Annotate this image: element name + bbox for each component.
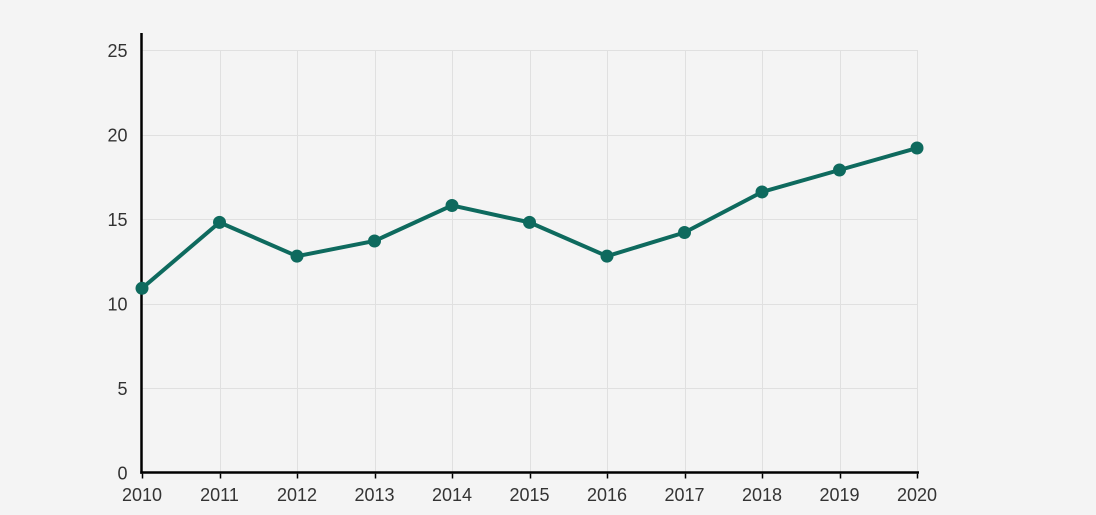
y-axis-label: 15 [107,210,127,230]
data-point[interactable] [910,141,924,155]
x-axis-label: 2018 [742,485,782,505]
x-axis-label: 2011 [200,485,239,505]
x-axis-label: 2019 [819,485,859,505]
x-axis-label: 2012 [277,485,317,505]
data-point[interactable] [445,198,459,212]
x-axis-label: 2020 [897,485,937,505]
data-point[interactable] [678,226,691,240]
data-point[interactable] [290,249,304,263]
data-point[interactable] [833,163,846,177]
x-axis-label: 2013 [354,485,394,505]
data-point[interactable] [135,281,149,295]
x-axis-label: 2017 [664,485,704,505]
y-axis-label: 10 [107,294,127,314]
data-point[interactable] [213,215,226,229]
x-axis-label: 2014 [432,485,472,505]
y-axis-label: 20 [107,125,127,145]
x-axis-label: 2016 [587,485,627,505]
data-point[interactable] [600,249,614,263]
y-axis-label: 25 [107,41,127,61]
data-point[interactable] [368,234,381,248]
x-axis-label: 2010 [122,485,162,505]
data-point[interactable] [523,215,536,229]
y-axis-label: 0 [117,463,127,483]
x-axis-label: 2015 [509,485,549,505]
y-axis-label: 5 [117,379,127,399]
data-point[interactable] [755,185,769,199]
